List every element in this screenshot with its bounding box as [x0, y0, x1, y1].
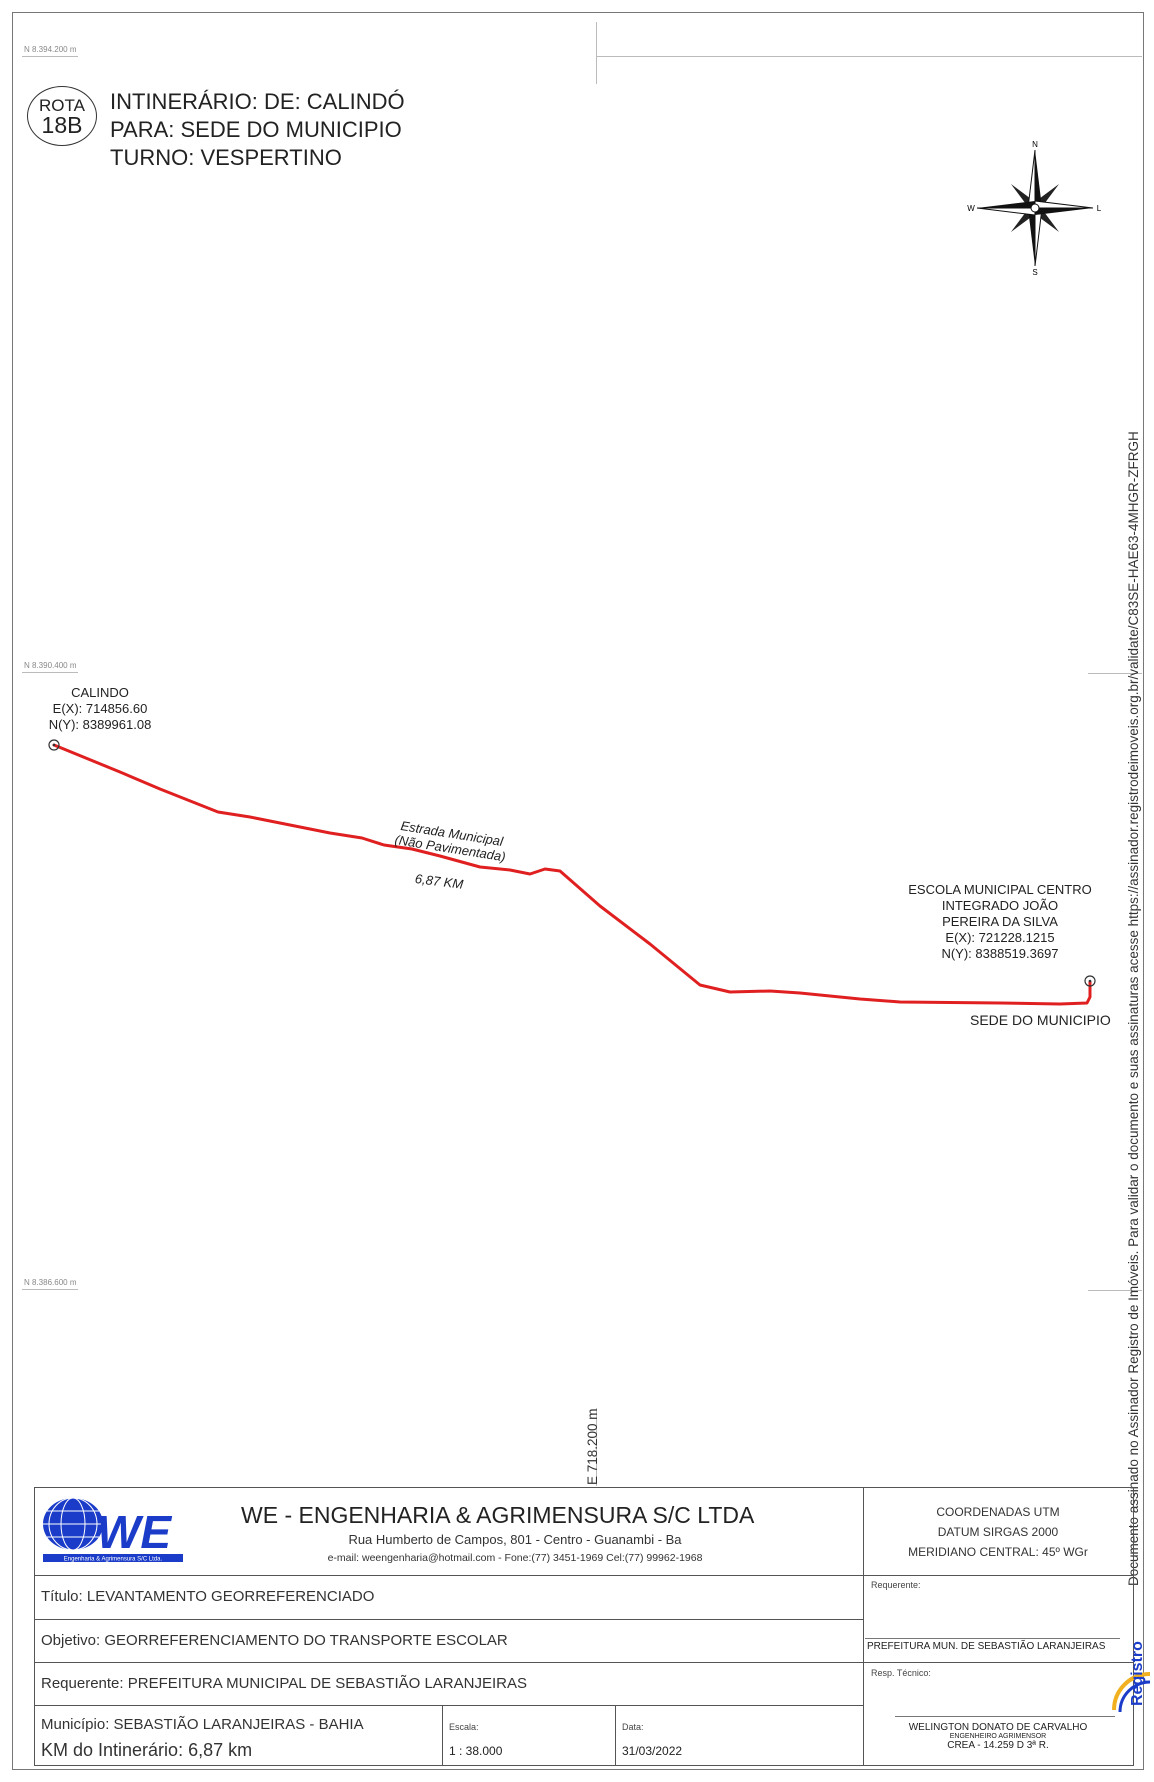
end-point-ny: N(Y): 8388519.3697 [941, 946, 1059, 961]
title-block: WE Engenharia & Agrimensura S/C Ltda. WE… [34, 1487, 1134, 1766]
company-name: WE - ENGENHARIA & AGRIMENSURA S/C LTDA [241, 1502, 755, 1528]
start-marker-icon [48, 739, 60, 751]
date-label: Data: [622, 1722, 644, 1732]
map-frame [12, 12, 1144, 1770]
itinerary-from: INTINERÁRIO: DE: CALINDÓ [110, 89, 405, 114]
grid-tick [22, 56, 78, 57]
grid-tick [22, 1289, 78, 1290]
end-point-place: SEDE DO MUNICIPIO [970, 1012, 1111, 1028]
logo-text: WE [97, 1506, 172, 1558]
route-badge: ROTA 18B [27, 86, 97, 146]
compass-w: W [967, 204, 975, 213]
grid-tick [596, 56, 1142, 57]
route-badge-label: ROTA [39, 96, 85, 115]
resp-tech-crea: CREA - 14.259 D 3ª R. [947, 1740, 1049, 1751]
start-point-name: CALINDO [71, 685, 129, 700]
registry-stamp-text: Registro [1129, 1641, 1146, 1706]
end-marker-icon [1084, 975, 1096, 987]
scale-value: 1 : 38.000 [449, 1744, 503, 1758]
grid-tick [596, 1408, 597, 1486]
end-point-name1: ESCOLA MUNICIPAL CENTRO [908, 882, 1092, 897]
requester-label: Requerente: [871, 1580, 921, 1590]
route-line [52, 743, 1092, 1006]
utm-info: COORDENADAS UTM DATUM SIRGAS 2000 MERIDI… [863, 1502, 1133, 1562]
grid-tick [1088, 673, 1142, 674]
date-value: 31/03/2022 [622, 1744, 683, 1758]
grid-label-north-low: N 8.386.600 m [24, 1278, 77, 1287]
objective-row: Objetivo: GEORREFERENCIAMENTO DO TRANSPO… [41, 1632, 508, 1649]
resp-tech-info: WELINGTON DONATO DE CARVALHO ENGENHEIRO … [863, 1722, 1133, 1751]
grid-tick [596, 22, 597, 84]
company-contact: e-mail: weengenharia@hotmail.com - Fone:… [327, 1552, 703, 1564]
compass-n: N [1032, 140, 1038, 149]
registry-stamp-icon: Registro [1112, 1641, 1151, 1713]
end-point-label: ESCOLA MUNICIPAL CENTRO INTEGRADO JOÃO P… [870, 882, 1130, 962]
route-badge-number: 18B [41, 112, 83, 138]
scale-label: Escala: [449, 1722, 479, 1732]
municipality-row: Município: SEBASTIÃO LARANJEIRAS - BAHIA [41, 1716, 364, 1733]
resp-tech-title: ENGENHEIRO AGRIMENSOR [949, 1733, 1047, 1740]
utm-line1: COORDENADAS UTM [936, 1505, 1060, 1519]
utm-line2: DATUM SIRGAS 2000 [937, 1525, 1059, 1539]
company-logo-icon: WE Engenharia & Agrimensura S/C Ltda. [43, 1497, 183, 1563]
km-row: KM do Intinerário: 6,87 km [41, 1740, 253, 1760]
compass-e: L [1097, 204, 1102, 213]
company-address: Rua Humberto de Campos, 801 - Centro - G… [348, 1532, 682, 1547]
resp-tech-label: Resp. Técnico: [871, 1668, 931, 1678]
end-point-name3: PEREIRA DA SILVA [942, 914, 1058, 929]
end-marker-dot [1088, 979, 1092, 983]
grid-label-north-mid: N 8.390.400 m [24, 661, 77, 670]
compass-s: S [1032, 268, 1037, 277]
requester-value: PREFEITURA MUN. DE SEBASTIÃO LARANJEIRAS [867, 1641, 1106, 1652]
grid-tick [22, 672, 78, 673]
start-point-ex: E(X): 714856.60 [52, 701, 148, 716]
title-row: Título: LEVANTAMENTO GEORREFERENCIADO [41, 1588, 375, 1605]
requester-row: Requerente: PREFEITURA MUNICIPAL DE SEBA… [41, 1675, 527, 1692]
logo-subtext: Engenharia & Agrimensura S/C Ltda. [64, 1557, 163, 1563]
start-point-label: CALINDO E(X): 714856.60 N(Y): 8389961.08 [30, 685, 170, 733]
utm-line3: MERIDIANO CENTRAL: 45º WGr [908, 1545, 1088, 1559]
start-point-ny: N(Y): 8389961.08 [48, 717, 152, 732]
itinerary-to: PARA: SEDE DO MUNICIPIO [110, 117, 402, 142]
grid-label-north-top: N 8.394.200 m [24, 45, 77, 54]
grid-tick [1088, 1290, 1142, 1291]
resp-tech-name: WELINGTON DONATO DE CARVALHO [908, 1722, 1088, 1733]
validation-note: Documento assinado no Assinador Registro… [1126, 431, 1141, 1586]
start-marker-dot [52, 743, 56, 747]
compass-rose-icon: N S L W [967, 140, 1102, 277]
end-point-ex: E(X): 721228.1215 [945, 930, 1055, 945]
end-point-name2: INTEGRADO JOÃO [941, 898, 1059, 913]
itinerary-shift: TURNO: VESPERTINO [110, 145, 342, 170]
